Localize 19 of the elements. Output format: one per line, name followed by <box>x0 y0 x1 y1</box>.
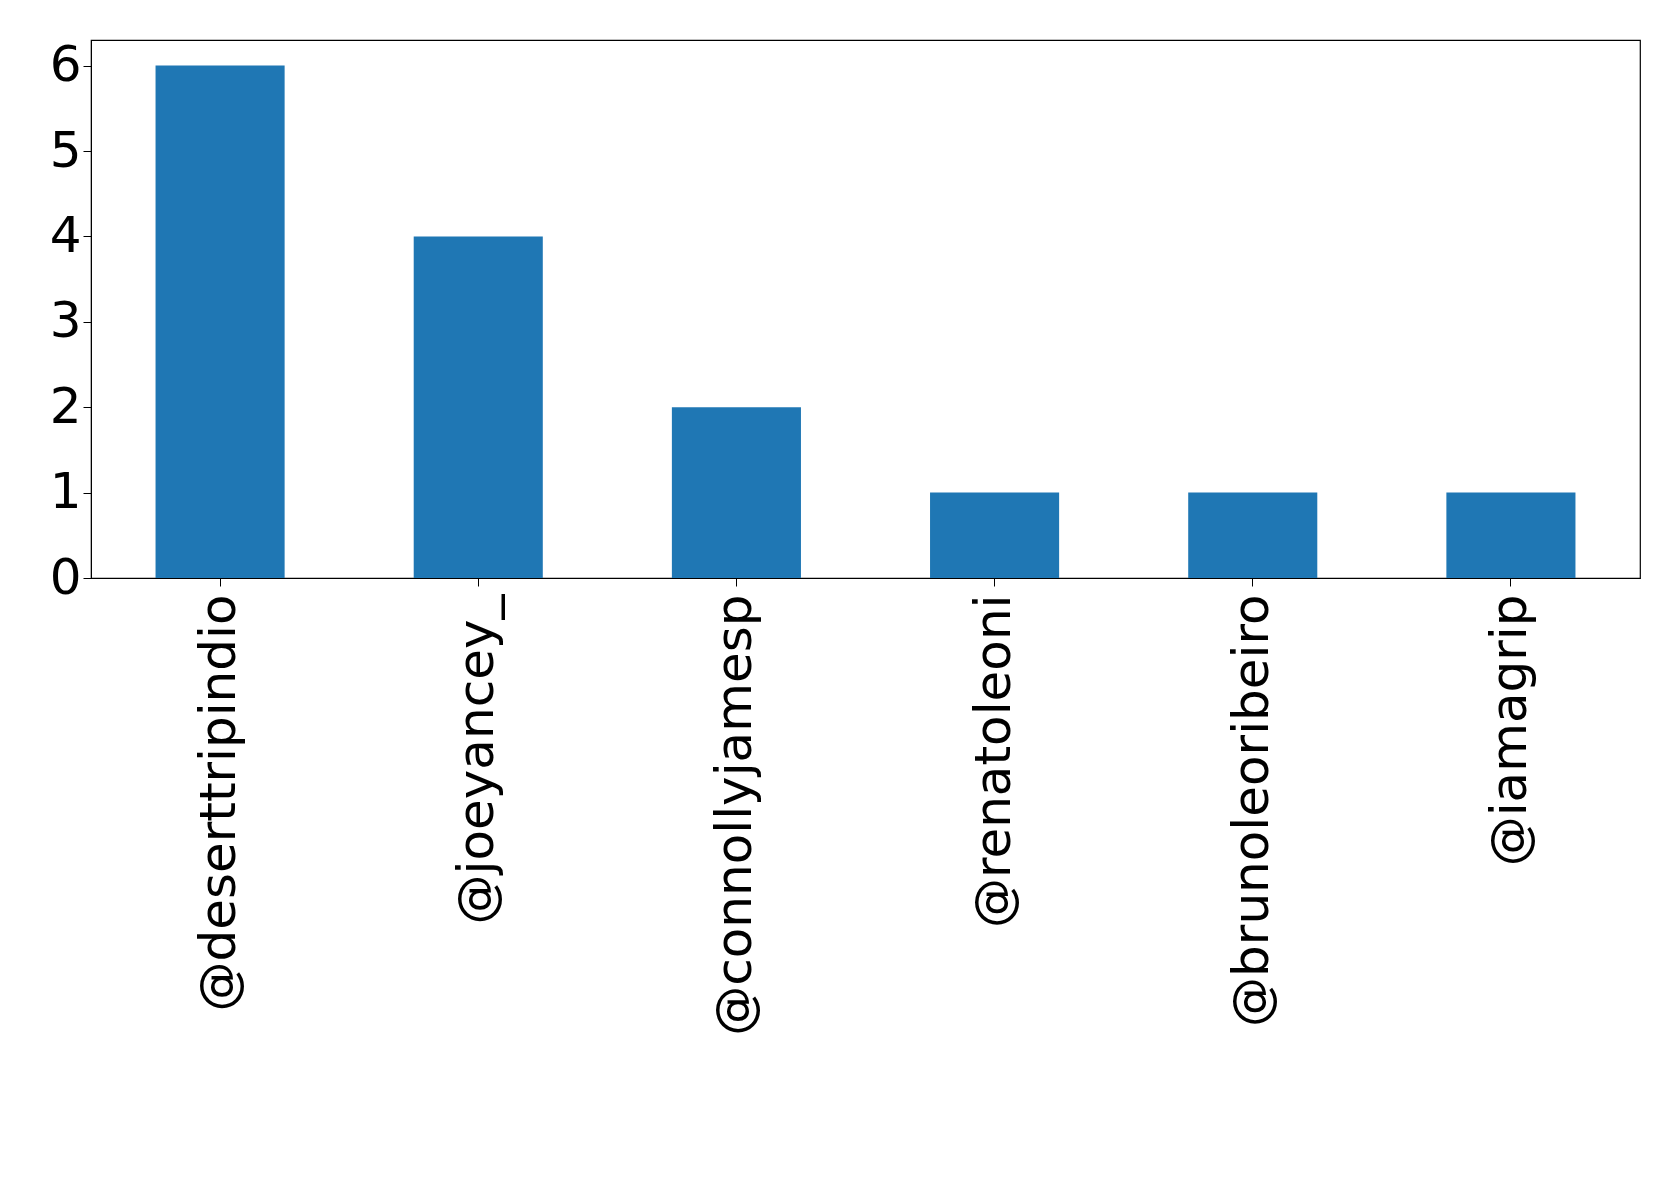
y-tick-label: 4 <box>49 205 82 264</box>
x-tick-label: @iamagrip <box>1479 594 1538 867</box>
y-tick-label: 2 <box>49 376 82 435</box>
x-tick-label: @connollyjamesp <box>705 594 764 1036</box>
bar <box>155 65 285 578</box>
x-tick-label: @renatoleoni <box>963 594 1022 929</box>
y-tick-label: 1 <box>49 462 82 521</box>
x-tick-label: @deserttripindio <box>189 594 248 1012</box>
y-tick-label: 3 <box>49 291 82 350</box>
x-tick-label: @brunoleoribeiro <box>1221 594 1280 1027</box>
bar <box>413 236 543 578</box>
x-tick-label: @joeyancey_ <box>447 593 506 925</box>
y-tick-label: 5 <box>49 120 82 179</box>
bar <box>930 492 1060 578</box>
y-tick-label: 6 <box>49 35 82 94</box>
bar <box>671 407 801 578</box>
bar <box>1446 492 1576 578</box>
bar <box>1188 492 1318 578</box>
y-tick-label: 0 <box>49 547 82 606</box>
